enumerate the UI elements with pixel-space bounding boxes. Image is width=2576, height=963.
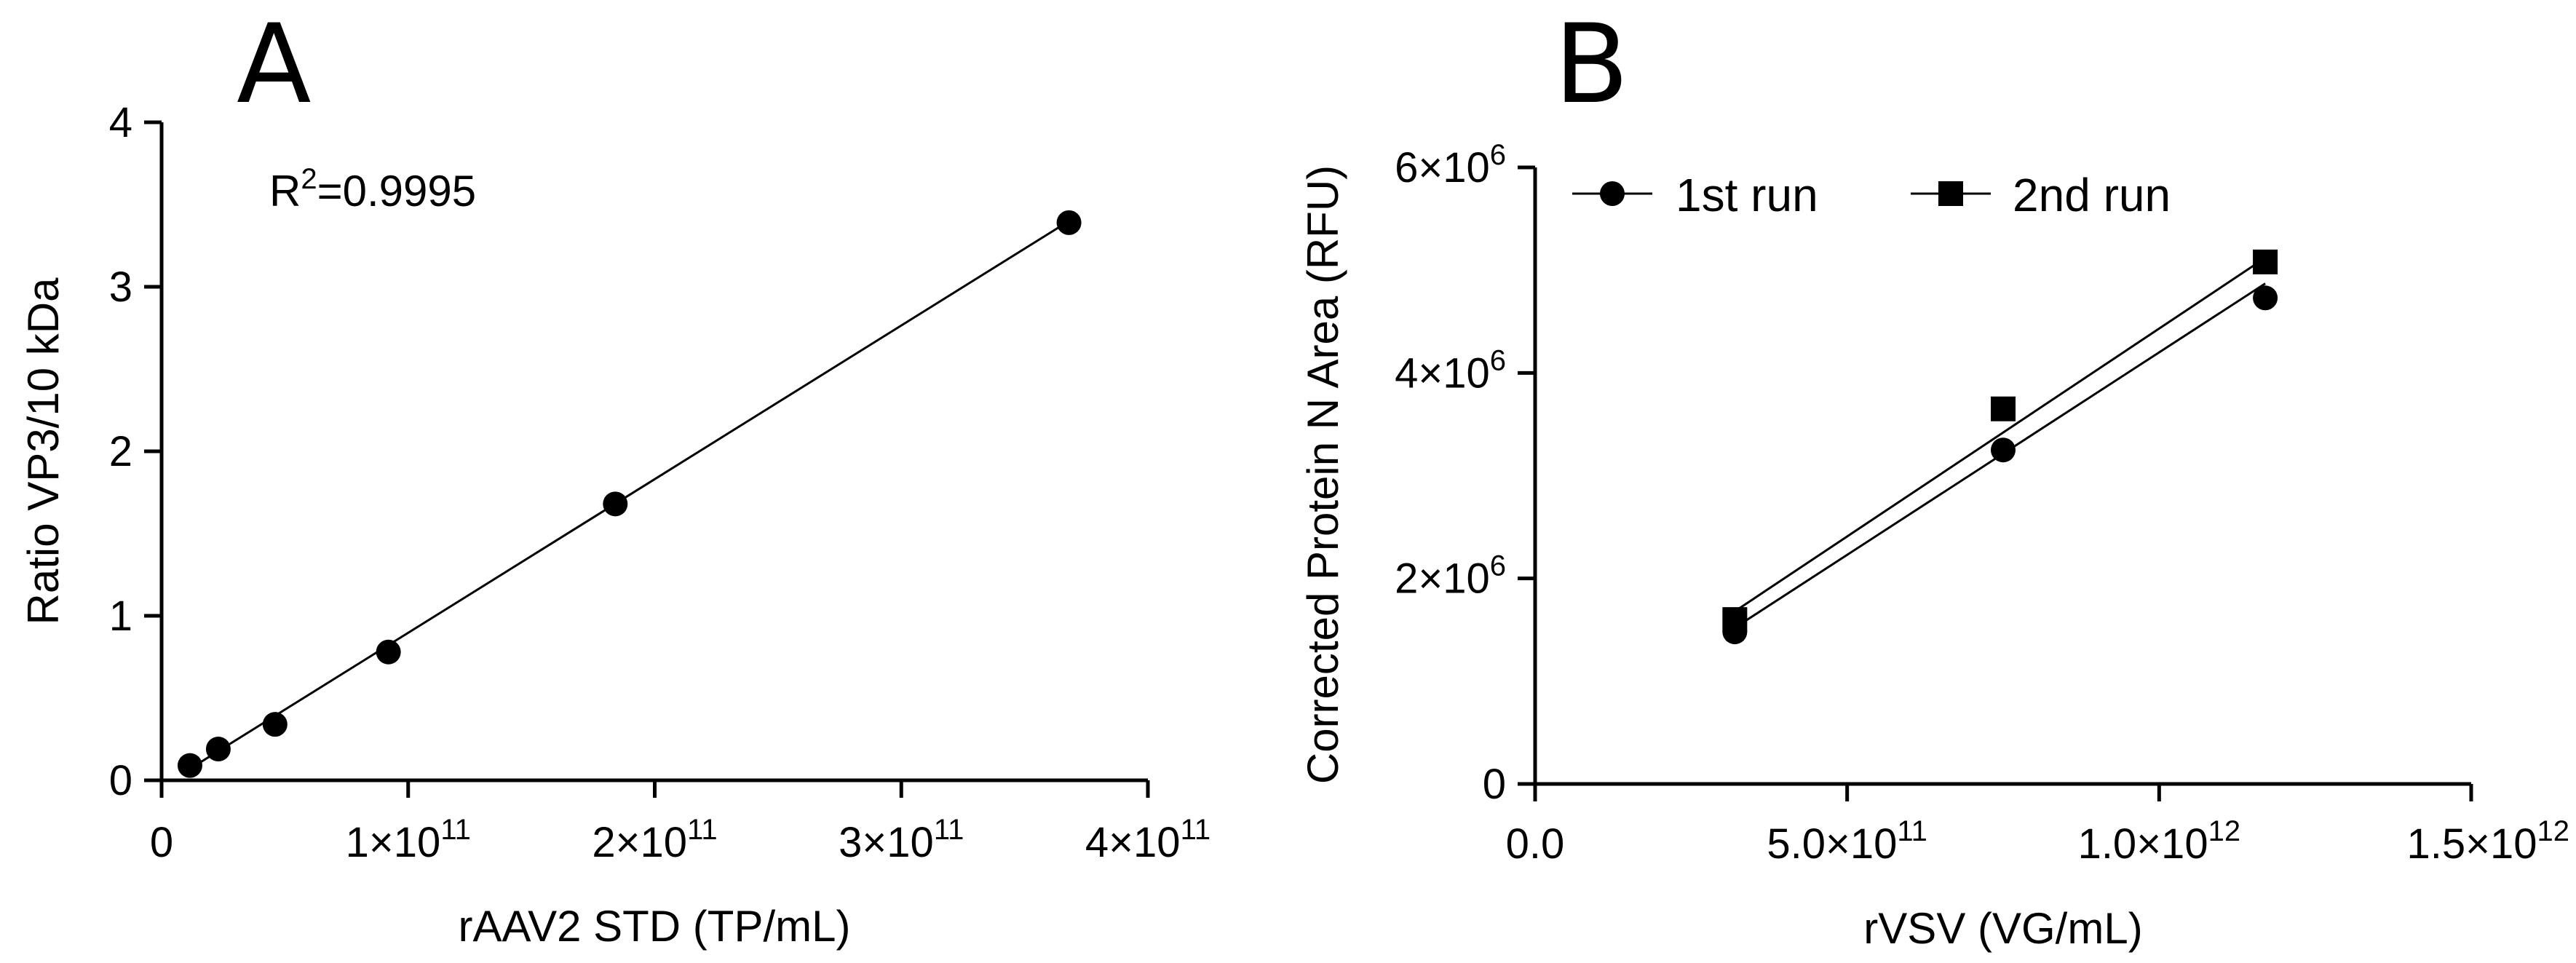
tick-mantissa: 1.5×10 [2406,820,2537,868]
x-tick-label: 5.0×1011 [1767,815,1927,868]
panel-a-y-ticks: 0 1 2 3 4 [109,99,162,804]
tick-mantissa: 4×10 [1085,819,1181,866]
y-tick-label: 4×106 [1395,344,1506,397]
panel-b: B 0.0 5.0×1011 1.0×1012 1.5×1012 02×1064×10… [1299,1,2569,953]
y-tick-label: 6×106 [1395,139,1506,191]
panel-a-label: A [237,1,312,128]
panel-b-legend: 1st run 2nd run [1572,169,2171,221]
r2-base: R [269,167,301,215]
y-tick-label: 0 [109,757,132,804]
tick-mantissa: 1.0×10 [2078,820,2208,868]
x-tick-label: 0 [150,819,173,866]
tick-exponent: 11 [687,814,718,846]
tick-mantissa: 6×10 [1395,144,1490,191]
r2-value: =0.9995 [317,167,477,215]
tick-exponent: 12 [2208,815,2241,847]
panel-a-x-ticks: 0 1×1011 2×1011 3×1011 4×1011 [150,780,1210,866]
tick-exponent: 11 [440,814,471,846]
x-tick-label: 0.0 [1506,820,1565,868]
tick-mantissa: 1×10 [346,819,441,866]
data-point [1056,210,1082,235]
x-tick-label: 1.5×1012 [2406,815,2569,868]
r2-superscript: 2 [301,163,317,195]
data-point-square [1722,607,1748,633]
tick-exponent: 6 [1490,344,1506,376]
tick-exponent: 6 [1490,550,1506,582]
fit-line-2 [1734,256,2266,613]
panel-a-y-axis-title: Ratio VP3/10 kDa [19,277,68,625]
x-tick-label: 1×1011 [346,814,471,866]
data-point [205,737,231,762]
fit-line [189,220,1070,770]
y-tick-label: 2 [109,428,132,475]
x-tick-label: 4×1011 [1085,814,1210,866]
tick-mantissa: 5.0×10 [1767,820,1897,868]
panel-b-y-axis-title: Corrected Protein N Area (RFU) [1299,165,1347,784]
data-point [603,491,628,517]
tick-mantissa: 2×10 [592,819,687,866]
tick-exponent: 11 [1181,814,1211,846]
legend-1st-run-label: 1st run [1676,169,1818,221]
legend-item-1st-run: 1st run [1572,169,1818,221]
panel-a-fit-lines [189,220,1070,770]
legend-2nd-run-marker [1938,181,1963,206]
y-tick-label: 1 [109,593,132,640]
y-tick-label: 2×106 [1395,550,1506,603]
tick-exponent: 11 [934,814,964,846]
tick-mantissa: 3×10 [839,819,934,866]
y-tick-label: 0 [1483,761,1506,808]
x-tick-label: 2×1011 [592,814,717,866]
panel-a-points [177,210,1082,778]
panel-a-r2-annotation: R2=0.9995 [269,163,476,215]
tick-exponent: 12 [2537,815,2570,847]
x-tick-label: 3×1011 [839,814,964,866]
tick-mantissa: 2×10 [1395,555,1490,603]
panel-a-x-axis-title: rAAV2 STD (TP/mL) [459,902,851,951]
panel-b-label: B [1554,1,1629,128]
data-point [177,753,202,778]
tick-mantissa: 4×10 [1395,349,1490,397]
tick-exponent: 6 [1490,139,1506,171]
legend-2nd-run-label: 2nd run [2013,169,2171,221]
panel-b-x-ticks: 0.0 5.0×1011 1.0×1012 1.5×1012 [1506,784,2569,868]
legend-1st-run-marker [1600,181,1625,206]
data-point-circle [2253,285,2278,311]
y-tick-label: 3 [109,263,132,311]
y-tick-label: 4 [109,99,132,146]
data-point [376,639,401,665]
data-point-circle [1991,437,2016,463]
x-tick-label: 1.0×1012 [2078,815,2241,868]
panel-b-x-axis-title: rVSV (VG/mL) [1863,904,2142,953]
data-point [262,712,288,737]
legend-item-2nd-run: 2nd run [1911,169,2171,221]
data-point-square [2253,249,2278,274]
panel-b-points [1722,249,2278,645]
data-point-square [1991,396,2016,421]
tick-exponent: 11 [1897,815,1927,847]
